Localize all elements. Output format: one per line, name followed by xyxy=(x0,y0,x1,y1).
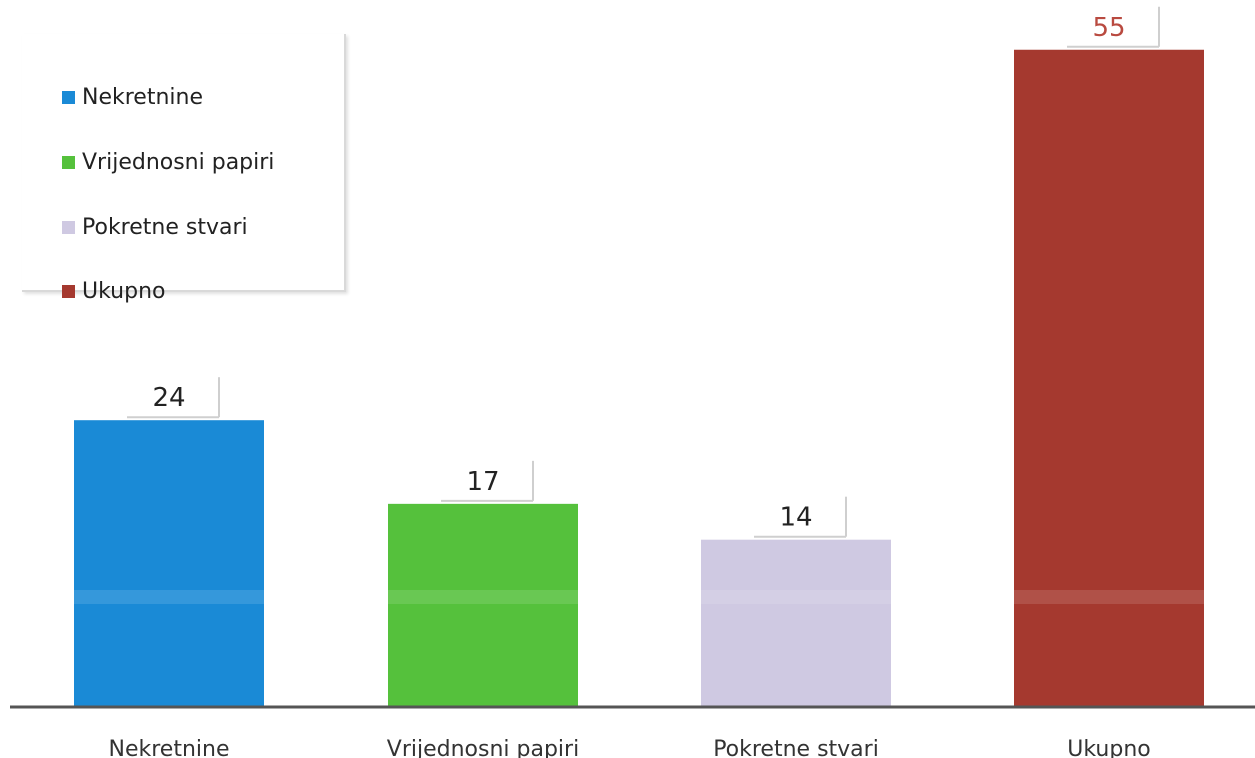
legend-swatch-vrijednosni-papiri xyxy=(62,155,75,169)
legend-swatch-nekretnine xyxy=(62,90,75,104)
data-label-box-ukupno xyxy=(1067,6,1159,47)
legend-item-ukupno: Ukupno xyxy=(62,276,165,306)
legend-item-pokretne-stvari: Pokretne stvari xyxy=(62,212,248,242)
bar-band-ukupno xyxy=(1014,590,1204,604)
bar-nekretnine xyxy=(74,420,264,707)
x-tick-label-pokretne-stvari: Pokretne stvari xyxy=(713,737,879,758)
legend-label-vrijednosni-papiri: Vrijednosni papiri xyxy=(82,149,275,175)
legend-label-nekretnine: Nekretnine xyxy=(82,84,203,110)
bar-pokretne-stvari xyxy=(701,539,891,707)
data-label-pokretne-stvari: 14 xyxy=(779,503,812,533)
bar-vrijednosni-papiri xyxy=(388,503,578,707)
legend-label-ukupno: Ukupno xyxy=(82,278,166,304)
legend-swatch-ukupno xyxy=(62,284,75,298)
bar-band-nekretnine xyxy=(74,590,264,604)
x-tick-label-ukupno: Ukupno xyxy=(1067,737,1150,758)
bar-band-pokretne-stvari xyxy=(701,590,891,604)
legend-item-vrijednosni-papiri: Vrijednosni papiri xyxy=(62,147,274,177)
chart-legend: Nekretnine Vrijednosni papiri Pokretne s… xyxy=(22,34,346,304)
legend-label-pokretne-stvari: Pokretne stvari xyxy=(82,214,248,240)
bar-band-vrijednosni-papiri xyxy=(388,590,578,604)
data-label-box-vrijednosni-papiri xyxy=(441,460,533,501)
data-label-ukupno: 55 xyxy=(1092,13,1125,43)
legend-item-nekretnine: Nekretnine xyxy=(62,82,203,112)
data-label-nekretnine: 24 xyxy=(152,383,185,413)
x-tick-label-vrijednosni-papiri: Vrijednosni papiri xyxy=(387,737,579,758)
bar-ukupno xyxy=(1014,49,1204,707)
x-tick-label-nekretnine: Nekretnine xyxy=(109,737,230,758)
data-label-box-nekretnine xyxy=(127,377,219,418)
legend-swatch-pokretne-stvari xyxy=(62,220,75,234)
data-label-box-pokretne-stvari xyxy=(754,496,846,537)
data-label-vrijednosni-papiri: 17 xyxy=(466,467,499,497)
